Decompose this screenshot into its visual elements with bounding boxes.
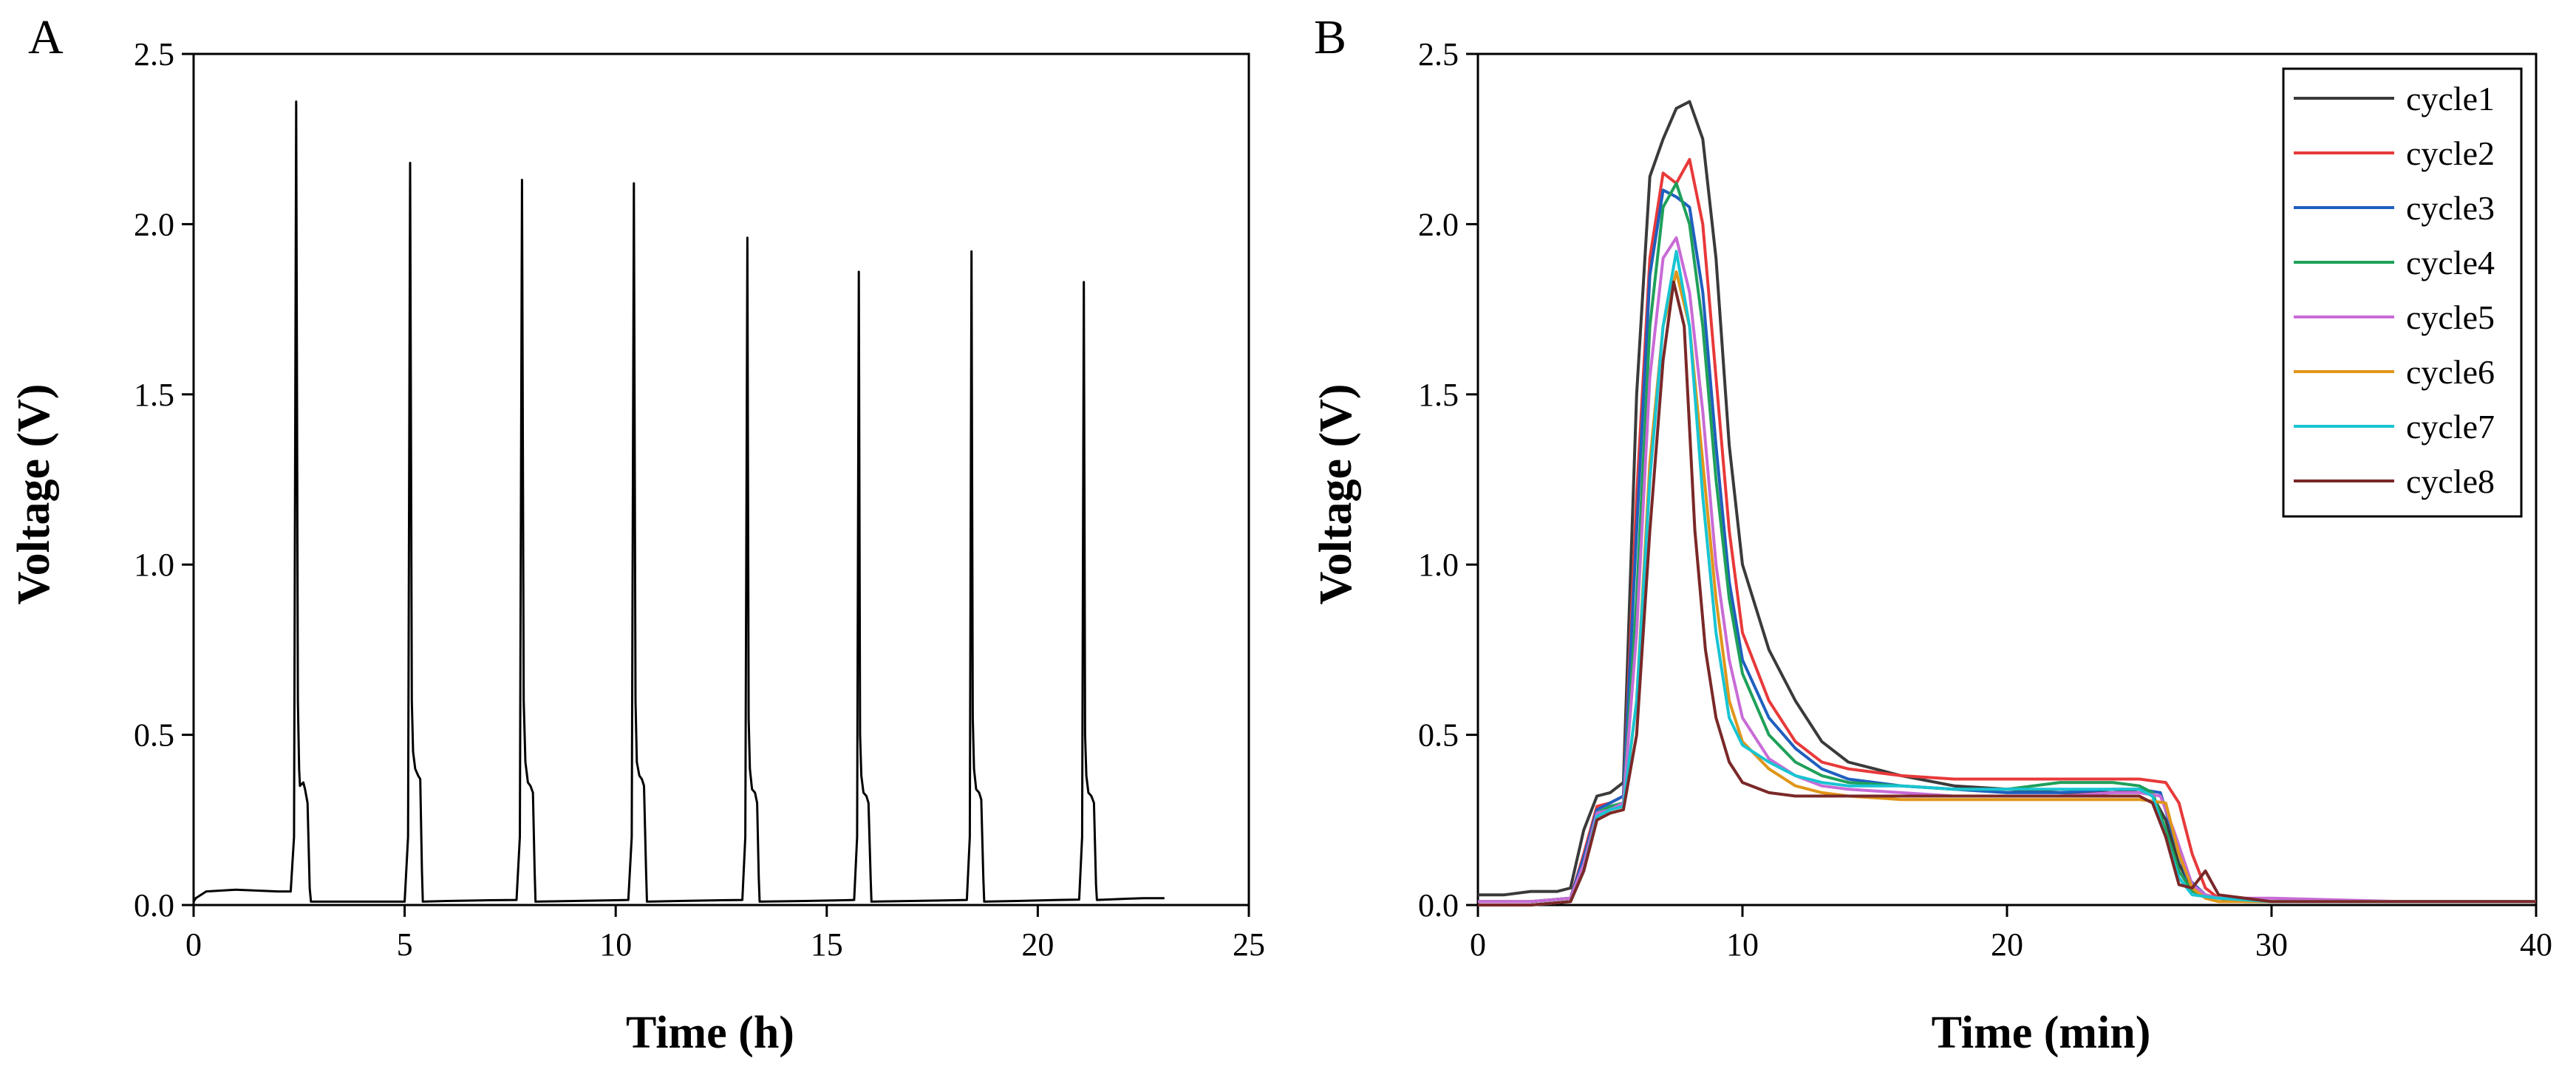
panel-b: B 0 10 20 30 40 0.0 0.5 1.0 1.5 2.0 2.5 Time (min)… [1311, 10, 2552, 1058]
panel-a-y-tick-label: 2.0 [134, 206, 174, 242]
panel-a-series-voltage [192, 100, 1165, 903]
panel-a-label: A [28, 10, 64, 64]
legend-label-cycle1: cycle1 [2406, 80, 2495, 117]
panel-b-legend: cycle1 cycle2 cycle3 cycle4 cycle5 cycle6 cycl… [2282, 67, 2523, 518]
panel-a-y-axis-title: Voltage (V) [9, 383, 59, 604]
panel-a-y-tick-label: 1.0 [134, 547, 174, 583]
panel-a-y-tick-label: 2.5 [134, 36, 174, 72]
panel-b-series-cycle5 [1478, 236, 2536, 904]
panel-b-x-tick-label: 20 [1991, 926, 2023, 963]
panel-b-y-tick-label: 1.5 [1418, 377, 1459, 413]
panel-b-x-tick-label: 30 [2255, 926, 2288, 963]
panel-b-x-tick-label: 40 [2520, 926, 2552, 963]
panel-b-legend-box [2282, 67, 2523, 518]
panel-a-x-tick-label: 15 [811, 926, 843, 963]
legend-label-cycle3: cycle3 [2406, 189, 2495, 227]
legend-label-cycle6: cycle6 [2406, 353, 2495, 391]
legend-label-cycle4: cycle4 [2406, 244, 2495, 281]
panel-b-y-tick-label: 2.5 [1418, 36, 1459, 72]
panel-a-x-tick-label: 25 [1233, 926, 1265, 963]
panel-b-y-tick-label: 0.0 [1418, 887, 1459, 924]
panel-b-plot-area: 0 10 20 30 40 0.0 0.5 1.0 1.5 2.0 2.5 [1418, 36, 2552, 963]
panel-b-y-tick-label: 0.5 [1418, 717, 1459, 754]
panel-a-x-tick-label: 0 [185, 926, 202, 963]
panel-a-axes-frame [192, 52, 1250, 907]
legend-label-cycle5: cycle5 [2406, 298, 2495, 336]
panel-b-label: B [1314, 10, 1346, 64]
panel-b-y-axis-title: Voltage (V) [1311, 383, 1361, 604]
panel-b-y-tick-label: 2.0 [1418, 206, 1459, 242]
panel-a-x-axis-title: Time (h) [626, 1008, 794, 1058]
panel-a-plot-area: 0 5 10 15 20 25 0.0 0.5 1.0 1.5 2.0 2.5 [134, 36, 1265, 963]
panel-b-series-cycle8 [1478, 280, 2536, 907]
panel-a-y-tick-label: 1.5 [134, 377, 174, 413]
panel-b-y-tick-label: 1.0 [1418, 547, 1459, 583]
panel-a-y-tick-label: 0.0 [134, 887, 174, 924]
legend-label-cycle7: cycle7 [2406, 408, 2495, 445]
panel-a-x-tick-label: 10 [599, 926, 632, 963]
panel-b-x-axis-title: Time (min) [1932, 1008, 2151, 1058]
panel-a-x-tick-label: 5 [397, 926, 413, 963]
panel-a-x-tick-label: 20 [1021, 926, 1054, 963]
panel-a-y-tick-label: 0.5 [134, 717, 174, 754]
panel-b-series-cycle4 [1478, 182, 2536, 904]
legend-label-cycle8: cycle8 [2406, 462, 2495, 500]
panel-b-x-tick-label: 0 [1470, 926, 1486, 963]
panel-a: A 0 5 10 15 20 250.00.51.01.52.02.5 Time (h) … [9, 10, 1265, 1058]
panel-b-x-tick-label: 10 [1726, 926, 1759, 963]
legend-label-cycle2: cycle2 [2406, 134, 2495, 172]
